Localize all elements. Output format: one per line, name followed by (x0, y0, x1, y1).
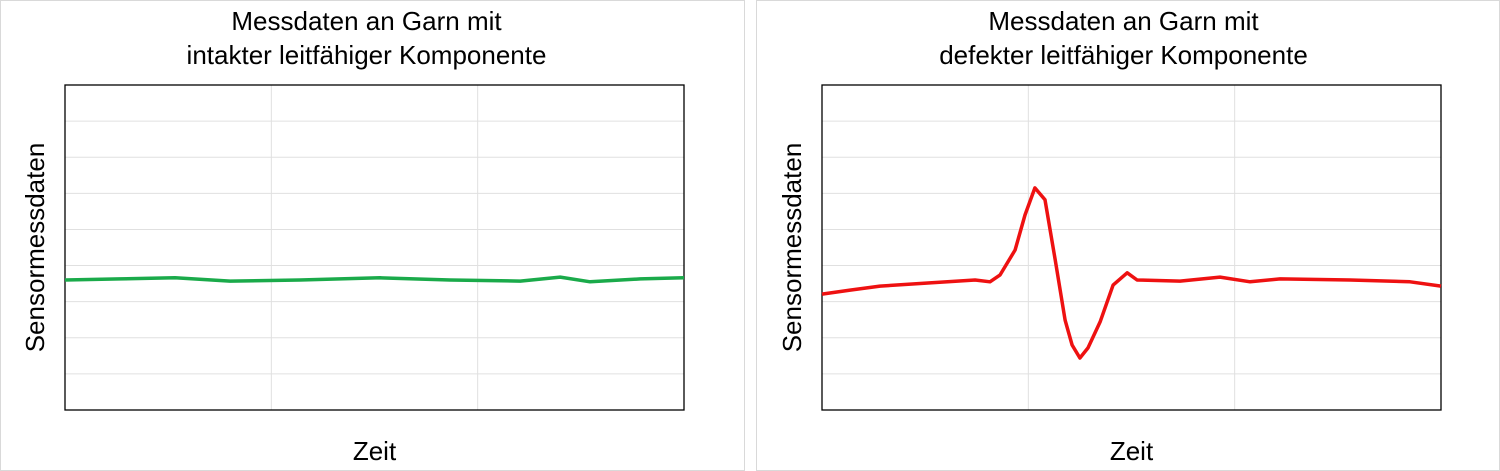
chart-title: intakter leitfähiger Komponente (187, 40, 547, 70)
data-line (64, 275, 685, 284)
chart-title: Messdaten an Garn mit (988, 6, 1259, 36)
chart-title: defekter leitfähiger Komponente (939, 40, 1308, 70)
panel (756, 0, 1500, 471)
y-axis-label: Sensormessdaten (20, 143, 50, 353)
x-axis-label: Zeit (1110, 436, 1154, 466)
y-axis-label: Sensormessdaten (777, 143, 807, 353)
x-axis-label: Zeit (353, 436, 397, 466)
chart-title: Messdaten an Garn mit (231, 6, 502, 36)
plot-frame (821, 84, 1442, 411)
data-line (821, 186, 1442, 360)
plot-frame (64, 84, 685, 411)
panel (0, 0, 745, 471)
